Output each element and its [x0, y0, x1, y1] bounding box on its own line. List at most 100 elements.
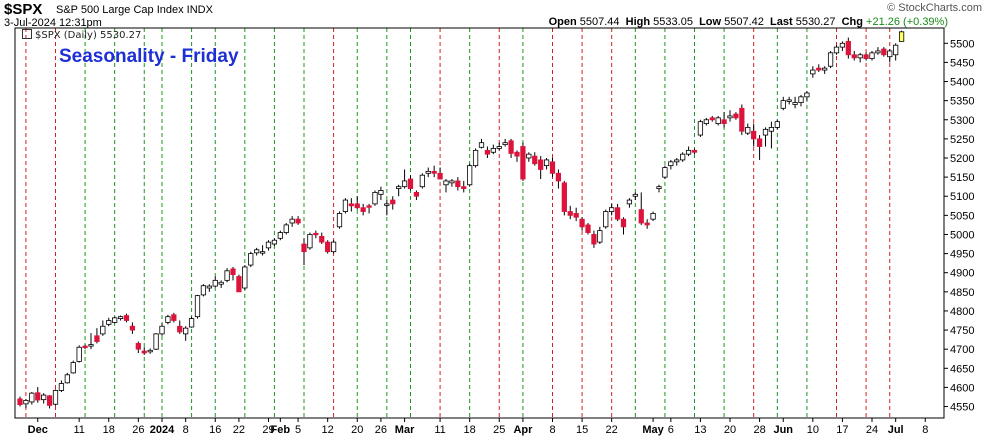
candle-body [129, 325, 136, 331]
x-tick-label: 25 [493, 424, 505, 436]
candle-body [822, 67, 828, 71]
y-tick-label: 5300 [950, 115, 974, 127]
candle-body [508, 140, 514, 154]
x-tick-label: 20 [724, 424, 736, 436]
candle-body [579, 218, 585, 228]
candle-body [224, 270, 230, 281]
candle-body [502, 142, 508, 146]
x-tick-label: May [642, 424, 664, 436]
candle-body [756, 138, 763, 147]
candle-body [898, 31, 905, 42]
candle-body [561, 182, 567, 212]
y-tick-label: 5050 [950, 210, 974, 222]
candle-body [70, 362, 76, 374]
high-value: 5533.05 [653, 16, 693, 28]
candle-body [106, 320, 112, 325]
candle-body [342, 199, 349, 212]
candle-body [816, 67, 822, 71]
candle-body [603, 211, 609, 228]
y-tick-label: 4950 [950, 249, 974, 261]
candle-body [177, 325, 183, 333]
x-tick-label: 8 [549, 424, 555, 436]
candle-body [431, 170, 437, 174]
x-tick-label: Apr [513, 424, 533, 436]
open-value: 5507.44 [579, 16, 620, 28]
candle-body [774, 121, 780, 128]
x-tick-label: 29 [262, 424, 274, 436]
x-tick-label: Feb [271, 424, 291, 436]
x-tick-label: Jul [888, 424, 904, 436]
candle-body [632, 193, 638, 197]
candle-body [159, 325, 165, 335]
candle-body [467, 165, 473, 186]
low-value: 5507.42 [724, 16, 764, 28]
candle-body [218, 281, 224, 285]
candle-body [313, 232, 319, 236]
x-tick-label: 12 [322, 424, 334, 436]
y-tick-label: 4600 [950, 382, 974, 394]
candle-body [171, 314, 177, 321]
candle-body [739, 107, 745, 132]
candle-body [378, 190, 384, 195]
candle-body [112, 317, 118, 323]
candle-body [348, 203, 354, 207]
timestamp: 3-Jul-2024 12:31pm [4, 17, 102, 29]
candle-body [863, 54, 869, 59]
candle-body [242, 266, 248, 289]
candle-body [384, 203, 390, 206]
candle-body [449, 180, 455, 184]
y-tick-label: 5150 [950, 172, 974, 184]
candle-body [461, 186, 467, 189]
x-tick-label: 18 [103, 424, 115, 436]
candle-body [662, 167, 668, 178]
candle-body [733, 113, 739, 119]
candle-body [762, 128, 769, 136]
y-tick-label: 5100 [950, 191, 974, 203]
candle-body [443, 180, 449, 186]
y-tick-label: 5450 [950, 57, 974, 69]
legend-text: $SPX (Daily) 5530.27 [35, 30, 142, 41]
x-tick-label: 28 [753, 424, 765, 436]
candle-body [360, 207, 366, 212]
candle-body [597, 230, 603, 243]
candle-body [259, 251, 266, 254]
candle-body [650, 213, 656, 220]
candle-body [52, 390, 59, 405]
candle-body [88, 344, 94, 347]
candle-body [153, 333, 159, 350]
candle-body [810, 69, 816, 75]
candle-body [490, 148, 496, 153]
candle-body [869, 52, 875, 59]
overlay-title: Seasonality - Friday [59, 46, 239, 67]
candle-body [82, 345, 88, 349]
y-tick-label: 4750 [950, 325, 974, 337]
candle-body [437, 172, 443, 180]
candle-body [532, 155, 538, 165]
candle-body [484, 149, 491, 155]
x-tick-label: 5 [295, 424, 301, 436]
candle-body [396, 186, 402, 189]
candle-body [751, 130, 757, 140]
candle-body [893, 44, 899, 56]
candle-body [230, 268, 236, 276]
open-label: Open [548, 16, 577, 28]
candle-body [183, 327, 189, 335]
candle-body [372, 192, 378, 205]
y-tick-label: 4550 [950, 402, 974, 414]
candle-body [194, 295, 201, 318]
high-label: High [625, 16, 651, 28]
candle-body [277, 232, 283, 239]
candle-body [567, 211, 573, 216]
candle-body [147, 349, 153, 353]
candles [17, 30, 905, 409]
candle-body [319, 235, 325, 243]
candle-body [236, 276, 242, 293]
candle-body [135, 343, 141, 350]
candle-body [212, 279, 218, 287]
candle-body [407, 178, 414, 189]
candle-body [798, 96, 804, 103]
candle-body [29, 392, 35, 403]
candle-body [366, 205, 372, 208]
candle-body [283, 224, 289, 233]
x-tick-label: 20 [351, 424, 363, 436]
